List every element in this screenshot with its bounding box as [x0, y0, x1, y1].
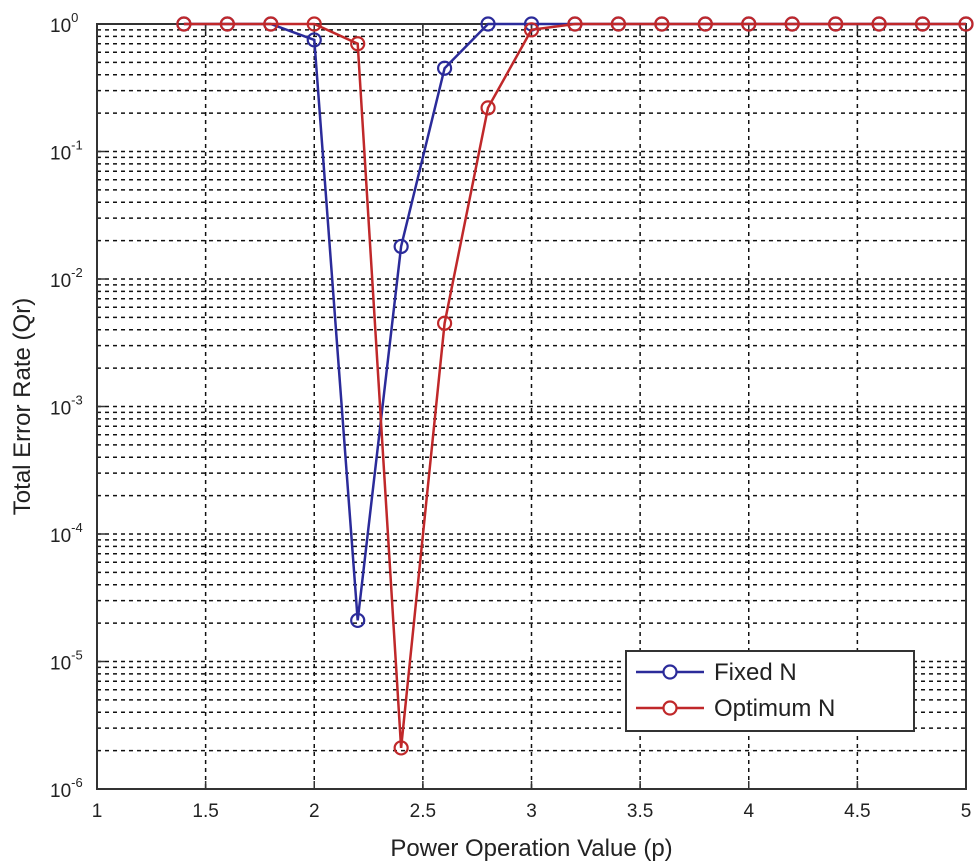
- data-point-optimum-n: [654, 16, 670, 32]
- x-tick-label: 4: [743, 801, 754, 822]
- series: [176, 16, 974, 756]
- legend-box: [625, 650, 915, 732]
- data-point-optimum-n: [741, 16, 757, 32]
- x-tick-label: 2.5: [410, 801, 436, 822]
- data-point-fixed-n: [350, 612, 366, 629]
- y-tick-label: 100: [50, 10, 78, 37]
- data-point-optimum-n: [610, 16, 627, 32]
- y-tick-label: 10-4: [50, 520, 83, 547]
- x-tick-label: 4.5: [844, 801, 870, 822]
- data-point-optimum-n: [437, 315, 453, 331]
- x-tick-label: 5: [961, 801, 972, 822]
- legend: Fixed N Optimum N: [625, 650, 915, 732]
- data-point-optimum-n: [306, 16, 322, 32]
- x-tick-label: 3: [526, 801, 537, 822]
- data-point-optimum-n: [828, 16, 844, 32]
- series-optimum-n: [176, 16, 974, 756]
- data-point-optimum-n: [393, 740, 409, 756]
- data-point-optimum-n: [219, 16, 235, 32]
- data-point-optimum-n: [263, 16, 279, 32]
- legend-marker-fixed-n: [662, 664, 678, 680]
- series-fixed-n: [176, 16, 974, 629]
- data-point-optimum-n: [523, 22, 540, 38]
- data-point-fixed-n: [306, 32, 322, 48]
- y-tick-label: 10-6: [50, 775, 83, 802]
- grid: [97, 24, 966, 789]
- x-tick-label: 3.5: [627, 801, 653, 822]
- data-point-optimum-n: [480, 100, 496, 116]
- legend-label-optimum-n: Optimum N: [714, 695, 835, 722]
- legend-marker-optimum-n: [662, 700, 678, 716]
- data-point-optimum-n: [871, 16, 887, 32]
- data-point-optimum-n: [914, 16, 931, 32]
- y-tick-label: 10-3: [50, 393, 83, 420]
- y-tick-label: 10-2: [50, 265, 83, 292]
- y-tick-label: 10-1: [50, 138, 83, 165]
- series-line-fixed-n: [183, 22, 966, 621]
- data-point-optimum-n: [958, 16, 974, 32]
- x-axis-title: Power Operation Value (p): [390, 835, 672, 862]
- legend-label-fixed-n: Fixed N: [714, 659, 797, 686]
- x-tick-label: 2: [309, 801, 320, 822]
- x-tick-label: 1.5: [192, 801, 218, 822]
- y-axis-title: Total Error Rate (Qr): [9, 298, 36, 515]
- x-tick-label: 1: [92, 801, 103, 822]
- data-point-optimum-n: [350, 36, 366, 52]
- data-point-optimum-n: [176, 16, 192, 32]
- y-tick-label: 10-5: [50, 648, 83, 675]
- axis-ticks: 1 1.5 2 2.5 3 3.5 4 4.5 5 100 10-1 10-2 10-3 10-4 10-5…: [50, 10, 971, 822]
- data-point-fixed-n: [437, 60, 453, 76]
- data-point-optimum-n: [784, 16, 800, 32]
- data-point-optimum-n: [697, 16, 713, 32]
- series-line-optimum-n: [183, 22, 966, 749]
- data-point-optimum-n: [567, 16, 583, 32]
- data-point-fixed-n: [480, 16, 496, 32]
- data-point-fixed-n: [393, 238, 409, 255]
